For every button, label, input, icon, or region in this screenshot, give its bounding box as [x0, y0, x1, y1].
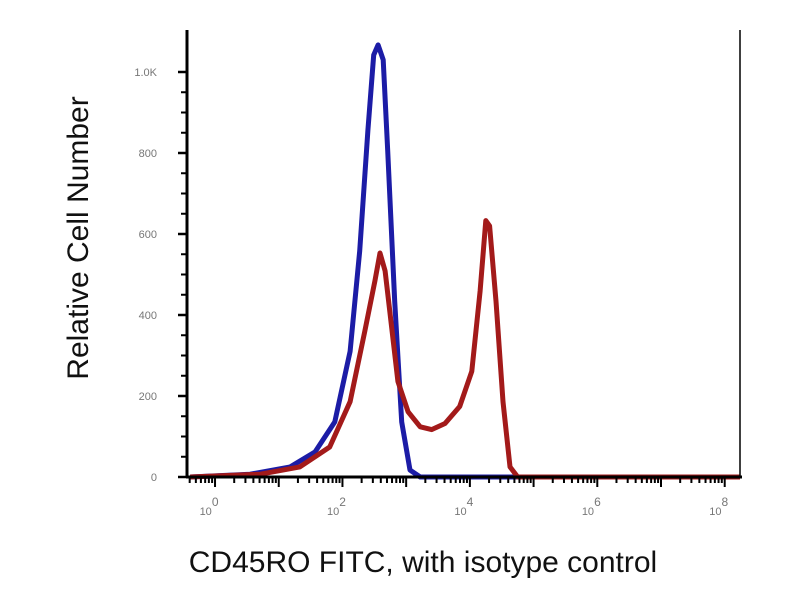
y-tick-label: 600: [139, 229, 157, 241]
x-tick-base: 10: [709, 506, 721, 518]
x-tick-base: 10: [582, 506, 594, 518]
y-tick-label: 1.0K: [134, 67, 157, 79]
y-tick-label: 200: [139, 391, 157, 403]
axes-layer: [185, 30, 742, 479]
x-tick-label: 100: [200, 495, 219, 518]
x-tick-exponent: 8: [721, 495, 728, 509]
x-tick-exponent: 0: [212, 495, 219, 509]
x-tick-exponent: 2: [339, 495, 346, 509]
y-axis-title: Relative Cell Number: [62, 96, 95, 379]
y-tick-label: 400: [139, 310, 157, 322]
x-tick-base: 10: [454, 506, 466, 518]
x-tick-exponent: 6: [594, 495, 601, 509]
y-tick-label: 800: [139, 148, 157, 160]
histogram-series-0: [190, 42, 740, 480]
histogram-series-1: [190, 218, 740, 480]
x-tick-exponent: 4: [467, 495, 474, 509]
series-layer: [190, 42, 740, 480]
x-axis-title: CD45RO FITC, with isotype control: [189, 546, 657, 579]
y-tick-label: 0: [151, 472, 157, 484]
x-tick-label: 104: [454, 495, 473, 518]
x-tick-label: 102: [327, 495, 346, 518]
x-tick-label: 108: [709, 495, 728, 518]
x-tick-label: 106: [582, 495, 601, 518]
x-tick-base: 10: [200, 506, 212, 518]
x-tick-base: 10: [327, 506, 339, 518]
